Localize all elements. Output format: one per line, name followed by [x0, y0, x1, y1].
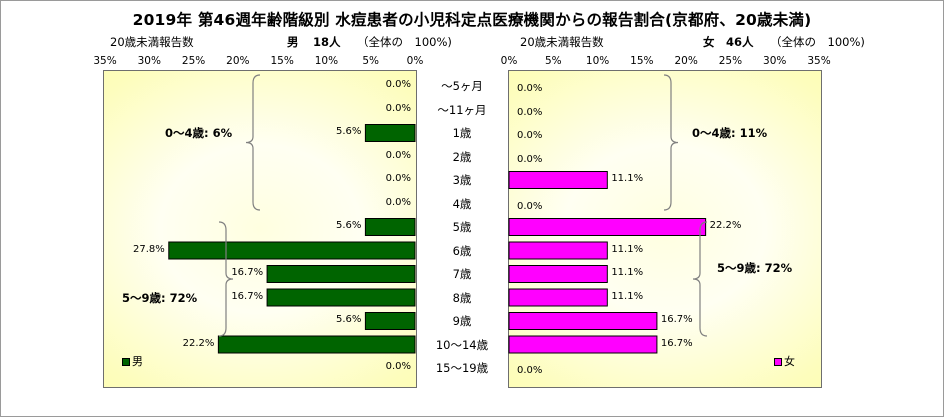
male-legend: 男	[122, 353, 143, 369]
female-x-tick-label: 0%	[500, 55, 518, 67]
female-value-label: 0.0%	[517, 130, 543, 141]
male-x-tick-label: 25%	[181, 55, 206, 67]
female-value-label: 11.1%	[611, 243, 644, 255]
female-share-note: （全体の 100%)	[770, 35, 865, 49]
female-value-label: 11.1%	[611, 267, 644, 278]
age-category-label: 15～19歳	[435, 361, 489, 375]
male-value-label: 5.6%	[336, 220, 362, 231]
male-bar	[364, 124, 416, 142]
female-x-tick-label: 10%	[585, 55, 610, 67]
age-category-label: 6歳	[452, 243, 472, 258]
female-value-label: 11.1%	[611, 173, 644, 184]
female-value-label: 0.0%	[517, 200, 543, 212]
female-legend-swatch	[774, 358, 782, 366]
male-bar	[364, 218, 416, 236]
female-x-tick-label: 15%	[630, 55, 654, 67]
female-bar	[508, 312, 658, 330]
male-bar	[168, 241, 416, 260]
female-value-label: 16.7%	[660, 337, 693, 349]
male-value-label: 0.0%	[385, 196, 411, 208]
female-legend-label: 女	[784, 355, 795, 368]
female-sex-label: 女	[703, 35, 715, 49]
female-bar	[508, 218, 707, 236]
female-x-tick-label: 30%	[763, 55, 787, 67]
male-value-label: 5.6%	[336, 314, 362, 325]
age-category-label: 3歳	[452, 173, 472, 187]
male-value-label: 27.8%	[133, 243, 165, 255]
male-caption: 20歳未満報告数	[110, 35, 194, 49]
male-value-label: 16.7%	[231, 267, 264, 278]
age-category-label: 9歳	[452, 314, 472, 328]
male-x-tick-label: 30%	[137, 55, 161, 67]
female-value-label: 0.0%	[517, 153, 543, 165]
male-value-label: 0.0%	[385, 149, 411, 161]
age-category-label: 8歳	[452, 290, 472, 305]
female-bar	[508, 171, 608, 189]
male-0-4-group-label: 0～4歳: 6%	[165, 126, 233, 140]
age-category-label: 4歳	[452, 196, 472, 211]
male-x-tick-label: 35%	[93, 55, 117, 67]
male-legend-swatch	[122, 358, 130, 366]
female-value-label: 22.2%	[709, 220, 742, 231]
male-value-label: 22.2%	[182, 337, 215, 349]
age-category-label: 10～14歳	[435, 337, 489, 352]
male-value-label: 16.7%	[231, 290, 264, 302]
male-bar	[217, 335, 416, 354]
age-category-label: 7歳	[452, 267, 472, 281]
male-5-9-bracket	[218, 221, 234, 337]
male-value-label: 0.0%	[385, 361, 411, 372]
female-value-label: 11.1%	[611, 290, 644, 302]
female-bar	[508, 335, 658, 354]
male-sex-label: 男	[287, 35, 299, 49]
age-category-label: 1歳	[452, 126, 472, 140]
age-category-label: 2歳	[452, 149, 472, 164]
male-share-note: （全体の 100%)	[357, 35, 452, 49]
male-bar	[266, 288, 416, 307]
female-5-9-bracket	[692, 221, 708, 337]
female-value-label: 0.0%	[517, 83, 543, 94]
female-value-label: 0.0%	[517, 365, 543, 376]
male-value-label: 0.0%	[385, 173, 411, 184]
male-x-tick-label: 20%	[226, 55, 250, 67]
female-0-4-group-label: 0～4歳: 11%	[692, 126, 768, 140]
male-plot-area	[103, 70, 417, 388]
male-bar	[266, 265, 416, 283]
female-x-tick-label: 5%	[544, 55, 562, 67]
female-x-tick-label: 25%	[718, 55, 743, 67]
female-value-label: 16.7%	[660, 314, 693, 325]
age-category-label: 5歳	[452, 220, 472, 234]
male-value-label: 5.6%	[336, 126, 362, 137]
female-count: 46人	[726, 35, 754, 49]
age-category-label: ～5ヶ月	[441, 79, 483, 93]
male-value-label: 0.0%	[385, 79, 411, 90]
male-0-4-bracket	[245, 74, 261, 211]
female-bar	[508, 265, 608, 283]
female-value-label: 0.0%	[517, 106, 543, 118]
male-5-9-group-label: 5～9歳: 72%	[122, 290, 198, 305]
male-legend-label: 男	[132, 355, 143, 368]
chart-title: 2019年 第46週年齢階級別 水痘患者の小児科定点医療機関からの報告割合(京都…	[132, 11, 812, 29]
male-value-label: 0.0%	[385, 102, 411, 114]
female-bar	[508, 241, 608, 260]
male-count: 18人	[313, 35, 341, 49]
female-caption: 20歳未満報告数	[520, 35, 604, 49]
female-x-tick-label: 20%	[674, 55, 698, 67]
age-category-label: ～11ヶ月	[437, 102, 487, 117]
female-5-9-group-label: 5～9歳: 72%	[717, 261, 793, 275]
female-x-tick-label: 35%	[807, 55, 831, 67]
male-x-tick-label: 5%	[362, 55, 380, 67]
female-0-4-bracket	[663, 74, 679, 211]
male-bar	[364, 312, 416, 330]
male-x-tick-label: 10%	[314, 55, 339, 67]
female-legend: 女	[774, 353, 795, 369]
male-x-tick-label: 0%	[406, 55, 424, 67]
male-x-tick-label: 15%	[270, 55, 294, 67]
female-bar	[508, 288, 608, 307]
